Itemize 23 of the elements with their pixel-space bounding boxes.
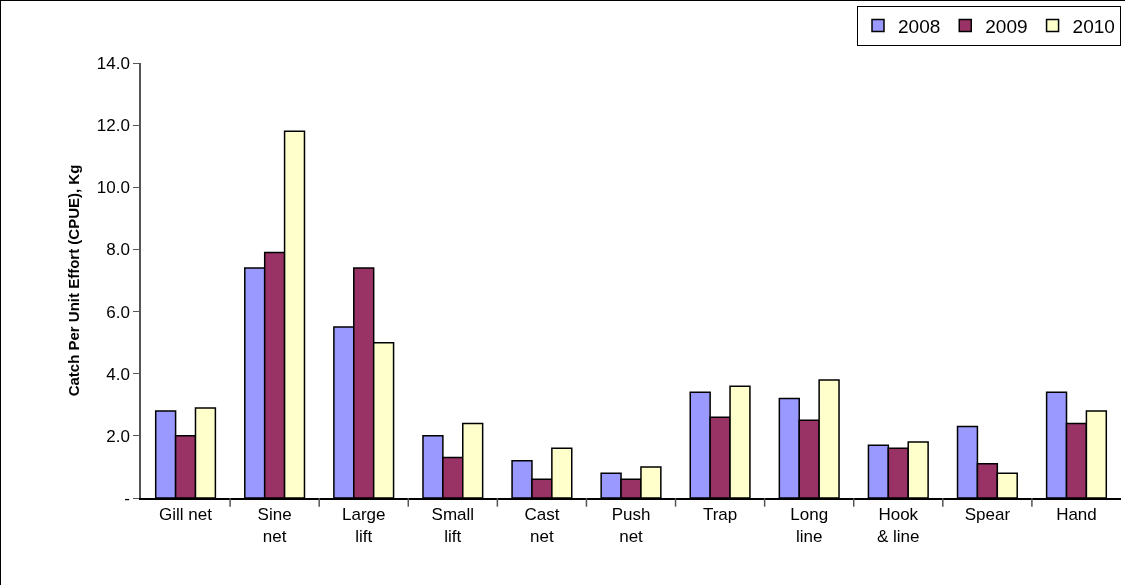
x-tick-label: Gill net: [159, 505, 213, 525]
legend-label: 2008: [898, 15, 941, 37]
y-tick-label: 8.0: [106, 240, 130, 260]
legend-label: 2009: [985, 15, 1028, 37]
y-tick-label: 14.0: [96, 53, 130, 73]
y-tick-label: 2.0: [106, 426, 130, 446]
legend-label: 2010: [1072, 15, 1115, 37]
y-tick-label: 4.0: [106, 364, 130, 384]
x-tick-label: Spear: [964, 505, 1011, 525]
y-tick-label: -: [124, 488, 130, 508]
y-tick-label: 10.0: [96, 178, 130, 198]
x-tick-label: Trap: [702, 505, 738, 525]
y-tick-label: 12.0: [96, 116, 130, 136]
y-tick-label: 6.0: [106, 302, 130, 322]
x-tick-label: Hand: [1056, 505, 1097, 525]
x-tick-label: Hook & line: [877, 505, 920, 547]
x-tick-label: Push net: [611, 505, 651, 547]
x-tick-label: Cast net: [524, 505, 560, 547]
x-tick-label: Small lift: [431, 505, 475, 547]
x-tick-label: Large lift: [341, 505, 386, 547]
y-axis-title: Catch Per Unit Effort (CPUE), Kg: [64, 164, 82, 397]
x-tick-label: Sine net: [257, 505, 292, 547]
x-tick-label: Long line: [790, 505, 829, 547]
